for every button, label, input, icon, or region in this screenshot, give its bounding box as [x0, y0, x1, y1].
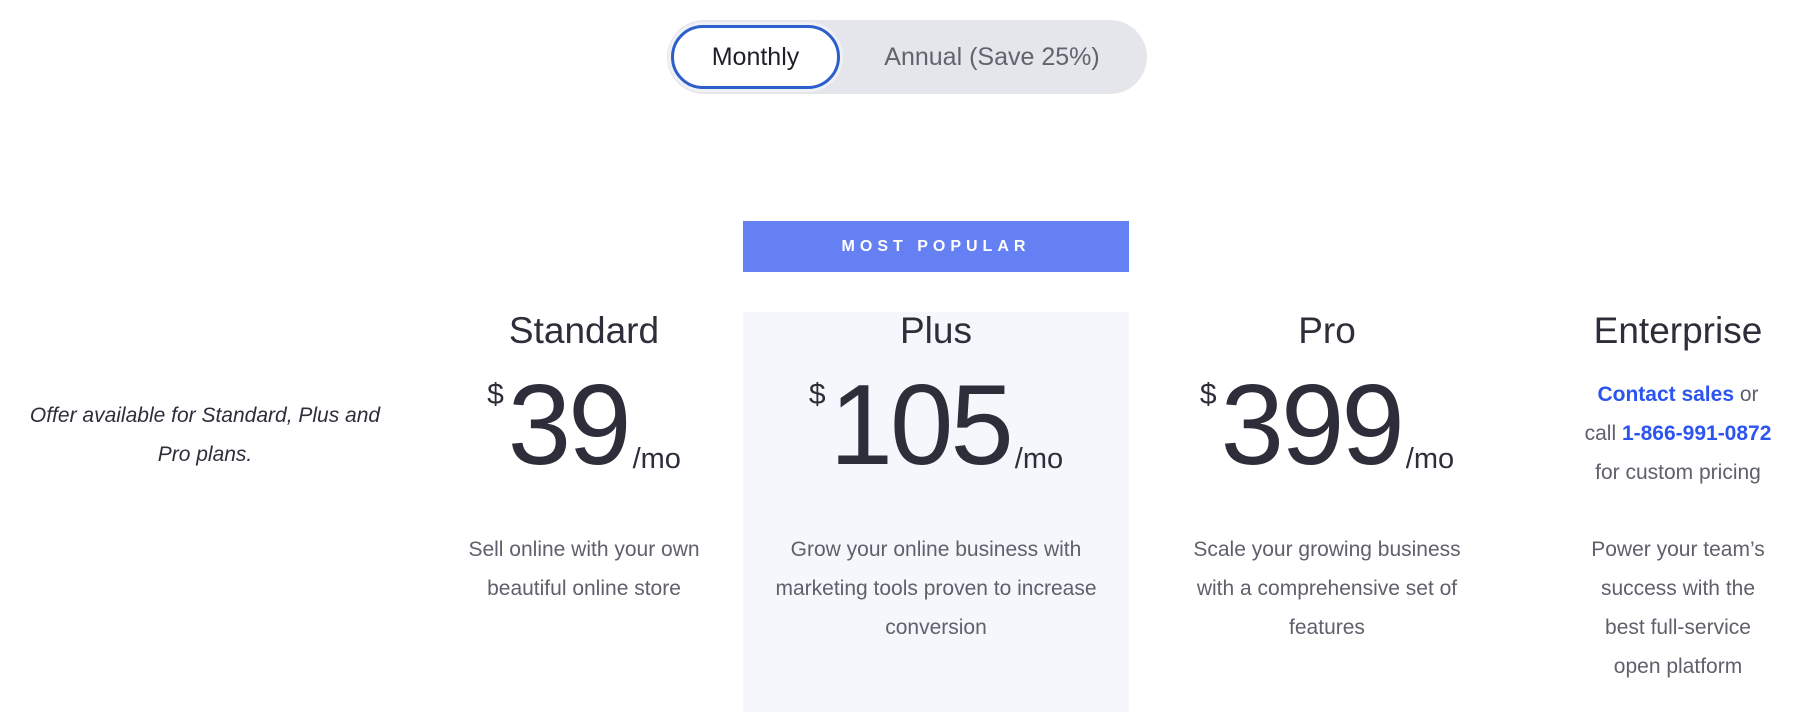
monthly-option[interactable]: Monthly: [671, 25, 840, 89]
currency: $: [808, 378, 826, 411]
annual-option[interactable]: Annual (Save 25%): [884, 42, 1100, 71]
price-period: /mo: [1014, 443, 1064, 475]
price-amount: 39: [507, 362, 632, 489]
price-amount: 399: [1220, 362, 1405, 489]
plan-title: Plus: [900, 310, 972, 351]
plan-title: Enterprise: [1593, 310, 1763, 351]
or-call-text: or call: [1584, 383, 1759, 445]
price-amount: 105: [829, 362, 1014, 489]
enterprise-contact: Contact sales or call 1-866-991-0872 for…: [1485, 375, 1812, 492]
currency: $: [1199, 378, 1217, 411]
plan-price: $ 399 /mo: [1134, 362, 1520, 489]
price-period: /mo: [632, 443, 681, 475]
plan-price: $ 39 /mo: [391, 362, 777, 489]
plan-price: $ 105 /mo: [743, 362, 1129, 489]
currency: $: [487, 378, 504, 411]
most-popular-badge: MOST POPULAR: [743, 221, 1129, 272]
plus-card-highlight: [743, 312, 1129, 712]
price-period: /mo: [1405, 443, 1455, 475]
plan-description: Grow your online business with marketing…: [775, 538, 1097, 639]
plan-description: Scale your growing business with a compr…: [1193, 538, 1461, 639]
plan-title: Pro: [1298, 310, 1356, 351]
billing-toggle: Monthly Annual (Save 25%): [667, 20, 1147, 94]
custom-pricing-text: for custom pricing: [1595, 461, 1761, 484]
phone-link[interactable]: 1-866-991-0872: [1621, 422, 1772, 445]
plan-description: Power your team’s success with the best …: [1591, 538, 1765, 678]
contact-sales-link[interactable]: Contact sales: [1597, 383, 1735, 406]
plan-description: Sell online with your own beautiful onli…: [468, 538, 700, 600]
plan-title: Standard: [508, 310, 660, 351]
offer-note: Offer available for Standard, Plus and P…: [29, 404, 381, 466]
